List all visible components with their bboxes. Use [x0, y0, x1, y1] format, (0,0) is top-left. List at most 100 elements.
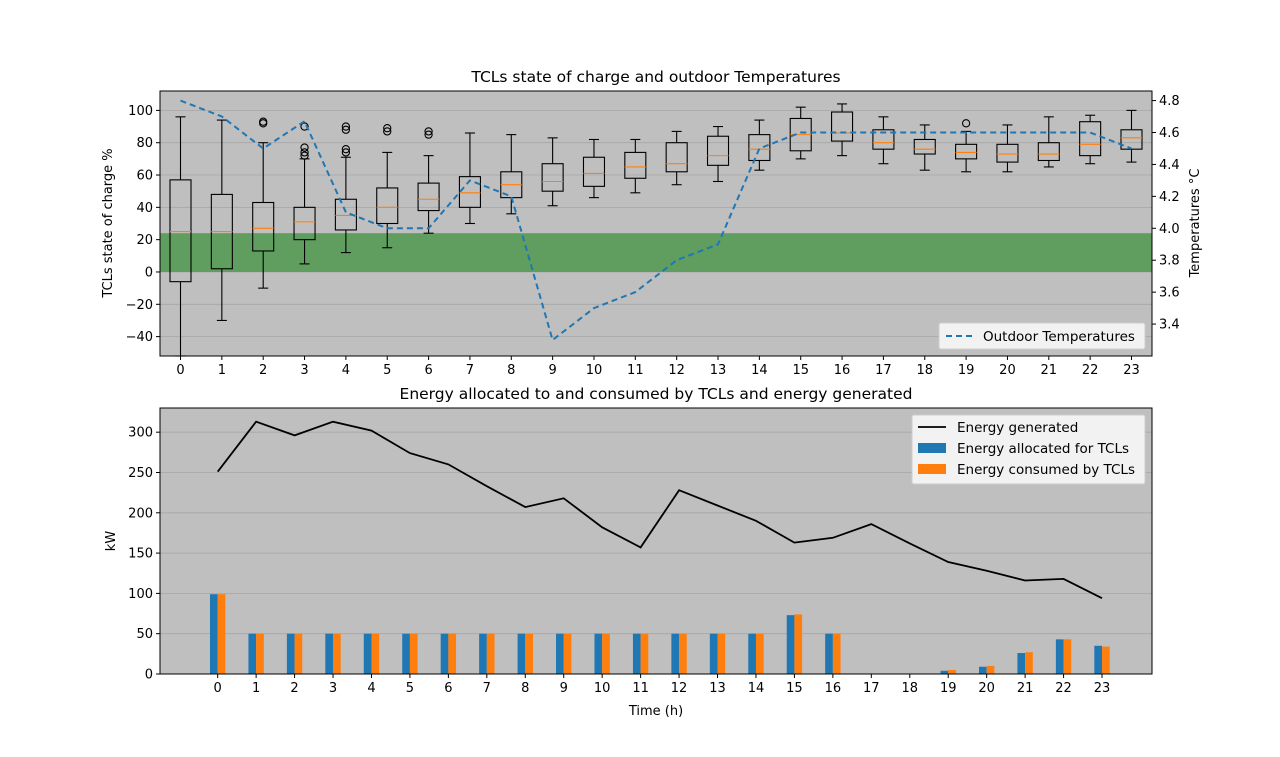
- y-tick-label-top: 80: [136, 136, 153, 151]
- x-tick-label-top: 2: [259, 363, 267, 378]
- y-tick-label-top: 20: [136, 233, 153, 248]
- y-tick-label-bottom: 150: [128, 547, 153, 562]
- legend-label-temperature: Outdoor Temperatures: [983, 329, 1135, 345]
- bar-allocated-12: [671, 633, 680, 674]
- flier: [300, 151, 309, 160]
- y2-tick-label-top: 3.6: [1159, 286, 1180, 301]
- y2-tick-label-top: 4.0: [1159, 222, 1180, 237]
- box: [169, 179, 192, 283]
- legend-swatch-consumed: [918, 464, 946, 474]
- y2-tick-label-top: 3.8: [1159, 254, 1180, 269]
- flier: [424, 127, 433, 136]
- plot-area-top: [160, 91, 1152, 356]
- x-tick-label-top: 15: [792, 363, 809, 378]
- x-tick-label-bottom: 21: [1017, 681, 1034, 696]
- box: [1120, 129, 1143, 150]
- boxplot-7: [458, 132, 481, 225]
- box: [252, 201, 275, 252]
- boxplot-20: [996, 124, 1019, 173]
- x-tick-label-bottom: 10: [594, 681, 611, 696]
- boxplot-15: [789, 106, 812, 160]
- boxplot-12: [665, 130, 688, 186]
- x-tick-label-bottom: 19: [940, 681, 957, 696]
- boxplot-13: [706, 125, 730, 183]
- bar-consumed-14: [755, 633, 764, 674]
- bar-allocated-19: [940, 670, 949, 674]
- boxplots: [169, 103, 1143, 357]
- legend-box-top: [938, 322, 1146, 350]
- y2-tick-label-top: 4.8: [1159, 94, 1180, 109]
- x-tick-label-bottom: 1: [252, 681, 260, 696]
- x-axis-label-bottom: Time (h): [628, 704, 683, 719]
- boxplot-11: [624, 138, 647, 194]
- energy-generated-line: [216, 420, 1103, 600]
- bar-consumed-22: [1063, 639, 1072, 674]
- boxplot-23: [1120, 109, 1143, 163]
- bar-allocated-21: [1017, 653, 1026, 674]
- y-tick-label-bottom: 200: [128, 506, 153, 521]
- box: [996, 143, 1019, 163]
- x-tick-label-top: 22: [1082, 363, 1099, 378]
- x-tick-label-bottom: 13: [709, 681, 726, 696]
- x-tick-label-bottom: 7: [483, 681, 491, 696]
- flier: [341, 122, 351, 131]
- bar-allocated-23: [1094, 645, 1103, 674]
- outdoor-temperature-line: [180, 99, 1132, 342]
- x-tick-label-top: 8: [507, 363, 515, 378]
- bar-consumed-9: [563, 633, 572, 674]
- x-tick-label-top: 9: [548, 363, 556, 378]
- box: [541, 163, 564, 192]
- x-tick-label-bottom: 22: [1055, 681, 1072, 696]
- flier: [383, 127, 392, 136]
- y-tick-label-bottom: 300: [128, 426, 153, 441]
- boxplot-18: [913, 124, 936, 171]
- bar-allocated-9: [556, 633, 564, 674]
- x-tick-label-bottom: 14: [748, 681, 765, 696]
- y-axis-label-top: TCLs state of charge %: [101, 148, 116, 298]
- chart-title-top: TCLs state of charge and outdoor Tempera…: [470, 68, 840, 86]
- bar-consumed-10: [602, 633, 610, 674]
- y-tick-label-top: 100: [128, 104, 153, 119]
- x-tick-label-top: 7: [466, 363, 474, 378]
- box: [334, 198, 357, 231]
- x-tick-label-top: 6: [424, 363, 432, 378]
- bar-allocated-3: [325, 633, 334, 674]
- bar-allocated-20: [978, 666, 987, 674]
- boxplot-21: [1037, 116, 1060, 168]
- y-tick-label-top: 0: [145, 265, 153, 280]
- flier: [300, 148, 309, 157]
- bar-allocated-11: [632, 633, 641, 674]
- x-tick-label-bottom: 11: [632, 681, 649, 696]
- x-tick-label-bottom: 6: [444, 681, 452, 696]
- comfort-band: [160, 233, 1152, 272]
- x-tick-label-top: 3: [300, 363, 308, 378]
- legend-top: Outdoor Temperatures: [938, 322, 1146, 350]
- bar-allocated-8: [517, 633, 526, 674]
- x-tick-label-bottom: 0: [214, 681, 222, 696]
- flier: [300, 143, 309, 152]
- x-tick-label-bottom: 2: [290, 681, 298, 696]
- box: [872, 129, 895, 150]
- flier: [961, 119, 971, 128]
- x-tick-label-top: 18: [916, 363, 933, 378]
- flier: [300, 122, 309, 131]
- box: [913, 138, 936, 155]
- x-tick-label-top: 21: [1041, 363, 1058, 378]
- bar-consumed-1: [256, 633, 264, 674]
- y2-tick-label-top: 4.2: [1159, 190, 1180, 205]
- chart-title-bottom: Energy allocated to and consumed by TCLs…: [400, 385, 913, 403]
- boxplot-19: [955, 119, 978, 173]
- y2-ticks-top: 3.4 3.6 3.8 4.0 4.2 4.4 4.6 4.8: [1152, 94, 1180, 333]
- box: [831, 111, 854, 142]
- x-tick-label-top: 10: [586, 363, 603, 378]
- flier: [341, 145, 351, 154]
- x-tick-label-bottom: 23: [1094, 681, 1111, 696]
- x-tick-label-top: 0: [176, 363, 184, 378]
- y-tick-label-bottom: 50: [136, 627, 153, 642]
- y-tick-label-bottom: 250: [128, 466, 153, 481]
- plot-frame-top: [159, 90, 1153, 357]
- box: [417, 182, 440, 212]
- x-tick-label-top: 17: [875, 363, 892, 378]
- boxplot-17: [872, 116, 895, 165]
- x-tick-label-bottom: 12: [671, 681, 688, 696]
